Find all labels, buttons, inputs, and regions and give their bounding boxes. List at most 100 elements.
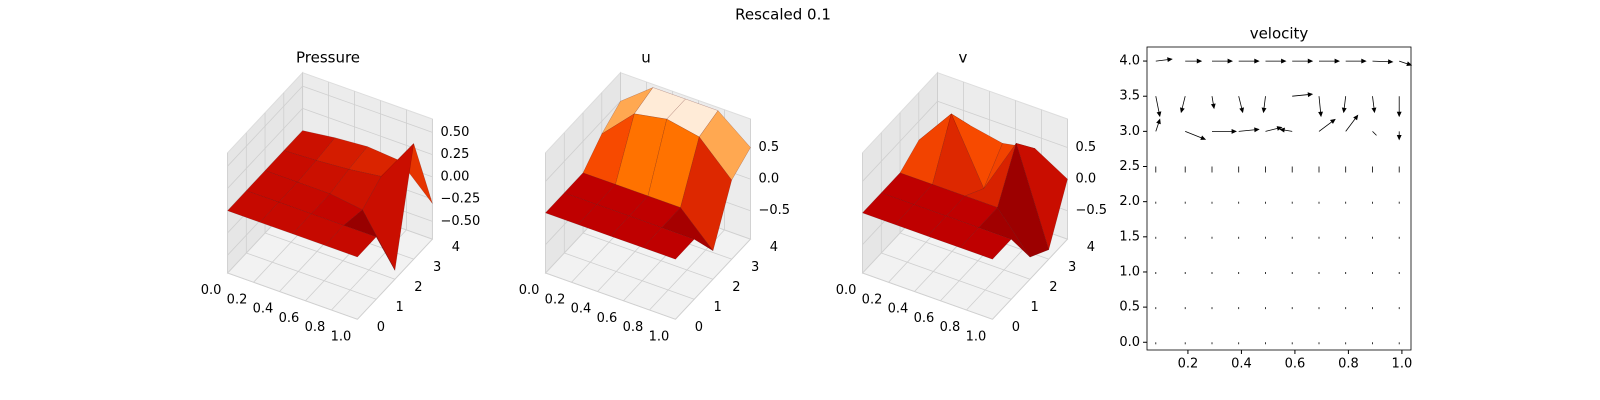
x-tick-label: 0.0	[836, 283, 857, 298]
x-tick-label: 0.4	[888, 302, 909, 317]
z-tick-label: 0.00	[440, 169, 469, 184]
arrow	[1399, 60, 1413, 66]
surface-patch	[978, 207, 1031, 258]
arrow	[1210, 96, 1216, 110]
y-tick-label: 2	[414, 280, 422, 295]
y-tick-label: 1.5	[1119, 229, 1140, 244]
y-tick-label: 2	[732, 280, 740, 295]
arrow	[1265, 58, 1287, 64]
arrow	[1319, 58, 1340, 64]
arrow	[1155, 118, 1161, 132]
surface-patch	[324, 225, 377, 258]
grid-line	[264, 232, 396, 280]
y-tick-label: 1	[395, 300, 403, 315]
y-tick-label: 1.0	[1119, 264, 1140, 279]
grid-line	[862, 272, 993, 320]
x-tick-label: 0.6	[279, 311, 300, 326]
x-tick-label: 0.4	[571, 302, 592, 317]
y-tick-label: 3.5	[1119, 89, 1140, 104]
y-tick-label: 0	[1012, 320, 1020, 335]
arrow	[1292, 92, 1314, 98]
x-tick-label: 0.8	[305, 320, 326, 335]
subplot-title: velocity	[1250, 25, 1309, 43]
y-tick-label: 2	[1049, 280, 1057, 295]
arrow	[1212, 128, 1237, 134]
x-tick-label: 0.8	[623, 320, 644, 335]
arrow	[1396, 96, 1402, 118]
surface-patch	[1015, 142, 1068, 251]
y-tick-label: 4	[452, 240, 460, 255]
grid-line	[899, 232, 1031, 280]
surface-patch	[642, 227, 695, 260]
grid-line	[246, 252, 377, 300]
z-tick-label: 0.50	[440, 125, 469, 140]
grid-line	[302, 85, 433, 133]
x-tick-label: 0.0	[519, 283, 540, 298]
subplot-title: v	[959, 49, 968, 67]
arrow	[1279, 127, 1293, 133]
y-tick-label: 4.0	[1119, 54, 1140, 69]
z-tick-label: −0.50	[440, 214, 480, 229]
y-tick-label: 4	[1087, 240, 1095, 255]
x-tick-label: 1.0	[1392, 357, 1413, 372]
arrow	[1371, 96, 1377, 114]
y-tick-label: 0.5	[1119, 300, 1140, 315]
y-tick-label: 2.5	[1119, 159, 1140, 174]
arrow	[1396, 131, 1402, 141]
arrow	[1318, 96, 1323, 118]
axes-frame	[1146, 46, 1412, 351]
grid-line	[881, 252, 1012, 300]
grid-line	[227, 130, 303, 211]
x-tick-label: 1.0	[331, 329, 352, 344]
y-tick-label: 3	[751, 260, 759, 275]
surface-patch	[661, 207, 714, 251]
surface-patch	[997, 142, 1050, 258]
grid-line	[545, 100, 621, 182]
z-tick-label: −0.5	[758, 203, 790, 218]
y-tick-label: 3.0	[1119, 124, 1140, 139]
arrow	[1238, 96, 1245, 114]
arrow	[1372, 131, 1377, 136]
arrow	[1345, 58, 1367, 64]
x-tick-label: 0.4	[1231, 357, 1252, 372]
axes-2d: 0.2 0.4 0.6 0.8 1.0 0.0 0.5 1.0 1.5 2.0 2.5 3.0 3.5 4…	[1119, 25, 1412, 372]
grid-line	[582, 232, 714, 280]
x-tick-label: 0.6	[597, 311, 618, 326]
surface-patch	[362, 142, 415, 272]
x-tick-label: 0.2	[545, 292, 566, 307]
x-tick-label: 0.8	[940, 320, 961, 335]
x-tick-label: 0.4	[253, 302, 274, 317]
arrow	[1185, 131, 1207, 140]
arrow	[1372, 59, 1394, 65]
x-tick-label: 1.0	[966, 329, 987, 344]
y-tick-label: 0.0	[1119, 335, 1140, 350]
subplot-title: Pressure	[296, 49, 360, 67]
grid-line	[227, 108, 303, 189]
z-tick-label: −0.25	[440, 192, 480, 207]
arrow	[1318, 118, 1336, 132]
x-tick-label: 0.8	[1338, 357, 1359, 372]
y-tick-label: 3	[1068, 260, 1076, 275]
z-tick-label: 0.5	[1075, 140, 1096, 155]
subplot-title: u	[641, 49, 651, 67]
z-tick-label: 0.5	[758, 140, 779, 155]
x-tick-label: 0.2	[227, 292, 248, 307]
grid-line	[545, 272, 676, 320]
arrow	[1155, 57, 1173, 62]
arrow	[1155, 96, 1162, 118]
grid-line	[227, 85, 303, 167]
arrow	[1261, 96, 1267, 114]
arrow	[1212, 58, 1233, 64]
figure-title: Rescaled 0.1	[735, 6, 831, 24]
x-tick-label: 0.6	[1285, 357, 1306, 372]
arrow	[1341, 96, 1347, 114]
y-tick-label: 3	[433, 260, 441, 275]
z-tick-label: 0.0	[1075, 172, 1096, 187]
x-tick-label: 0.2	[862, 292, 883, 307]
y-tick-label: 2.0	[1119, 194, 1140, 209]
grid-line	[227, 272, 358, 320]
y-tick-label: 4	[770, 240, 778, 255]
